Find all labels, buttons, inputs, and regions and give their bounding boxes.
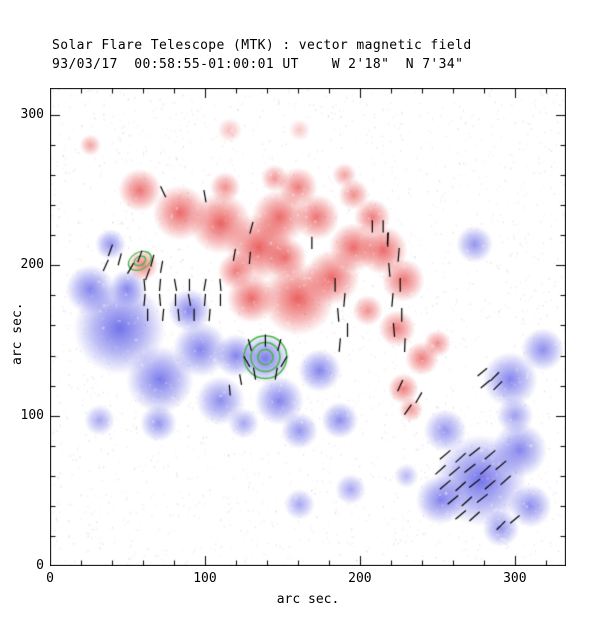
chart-title: Solar Flare Telescope (MTK) : vector mag… [52, 38, 472, 53]
y-tick-label: 100 [20, 407, 44, 423]
chart-subtitle: 93/03/17 00:58:55-01:00:01 UT W 2'18" N … [52, 57, 464, 72]
x-axis-title: arc sec. [276, 592, 340, 607]
x-tick-label: 200 [348, 571, 372, 586]
y-tick-label: 300 [20, 107, 44, 123]
x-tick-label: 300 [503, 571, 527, 586]
y-axis-title: arc sec. [10, 302, 25, 365]
y-tick-label: 200 [20, 257, 44, 273]
x-tick-label: 0 [46, 571, 54, 586]
plot-area [50, 88, 566, 566]
magnetogram-canvas [50, 88, 566, 566]
y-tick-label: 0 [36, 558, 44, 573]
x-tick-label: 100 [193, 571, 217, 586]
